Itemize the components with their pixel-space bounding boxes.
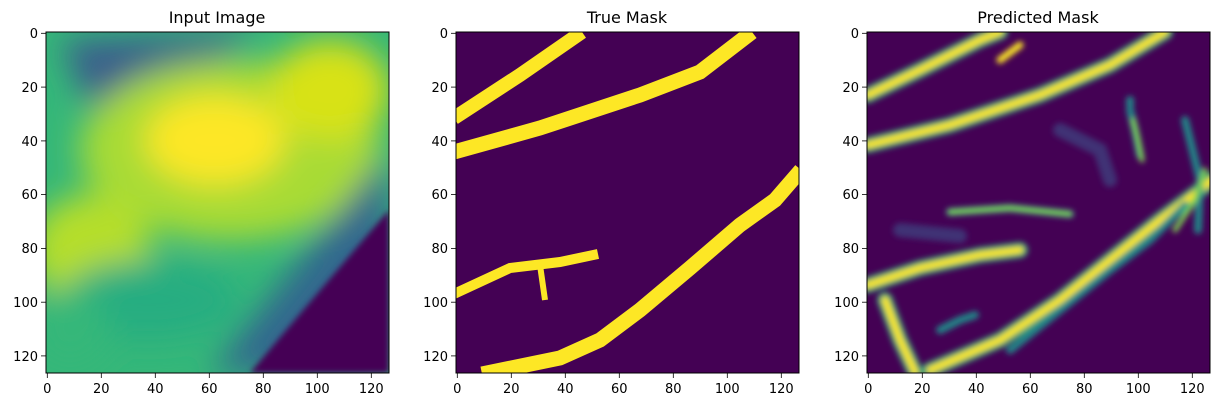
x-ticks	[867, 373, 1193, 378]
y-ticks	[862, 32, 867, 357]
y-tick-label: 20	[431, 81, 448, 96]
x-ticks	[46, 373, 372, 378]
x-tick-label: 100	[305, 382, 330, 397]
y-tick-label: 0	[440, 27, 448, 42]
y-tick-label: 40	[842, 135, 859, 150]
x-tick-label: 80	[1076, 382, 1093, 397]
heatmap-predicted-mask	[867, 32, 1210, 373]
y-ticks	[41, 32, 46, 357]
y-tick-label: 60	[21, 188, 38, 203]
x-tick-label: 60	[611, 382, 628, 397]
x-tick-label: 0	[453, 382, 461, 397]
heatmap-input-image	[46, 32, 389, 373]
y-tick-label: 80	[21, 242, 38, 257]
axes-frame	[866, 31, 1211, 374]
y-tick-label: 60	[431, 188, 448, 203]
y-tick-label: 120	[13, 350, 38, 365]
y-tick-label: 60	[842, 188, 859, 203]
y-tick-label: 40	[431, 135, 448, 150]
x-ticks	[456, 373, 782, 378]
y-tick-label: 0	[30, 27, 38, 42]
y-tick-label: 100	[423, 296, 448, 311]
axes-frame	[455, 31, 800, 374]
y-tick-label: 40	[21, 135, 38, 150]
x-tick-label: 60	[1022, 382, 1039, 397]
x-tick-label: 80	[255, 382, 272, 397]
x-tick-label: 20	[914, 382, 931, 397]
x-tick-label: 40	[557, 382, 574, 397]
y-tick-label: 20	[842, 81, 859, 96]
panel-predicted-mask: Predicted Mask	[834, 8, 1211, 397]
y-tick-label: 100	[834, 296, 859, 311]
y-tick-label: 120	[423, 350, 448, 365]
x-tick-label: 120	[359, 382, 384, 397]
x-tick-label: 40	[968, 382, 985, 397]
y-tick-label: 80	[431, 242, 448, 257]
x-tick-label: 0	[43, 382, 51, 397]
y-ticks	[451, 32, 456, 357]
x-tick-label: 20	[93, 382, 110, 397]
y-tick-label: 120	[834, 350, 859, 365]
x-tick-label: 120	[1180, 382, 1205, 397]
y-tick-label: 20	[21, 81, 38, 96]
x-tick-label: 20	[503, 382, 520, 397]
panel-input-image: Input Image 0 20 40 60	[13, 8, 390, 397]
x-tick-label: 0	[864, 382, 872, 397]
y-tick-label: 80	[842, 242, 859, 257]
x-tick-label: 100	[715, 382, 740, 397]
panel-title-true-mask: True Mask	[586, 8, 668, 27]
x-tick-label: 40	[147, 382, 164, 397]
y-tick-label: 100	[13, 296, 38, 311]
panel-title-predicted-mask: Predicted Mask	[977, 8, 1099, 27]
x-tick-label: 120	[769, 382, 794, 397]
x-tick-label: 80	[665, 382, 682, 397]
x-tick-label: 100	[1126, 382, 1151, 397]
x-tick-label: 60	[201, 382, 218, 397]
panel-true-mask: True Mask 0 20 40 60 80 100 120	[423, 8, 800, 397]
panel-title-input-image: Input Image	[169, 8, 266, 27]
axes-frame	[45, 31, 390, 374]
heatmap-true-mask	[456, 32, 799, 373]
y-tick-label: 0	[851, 27, 859, 42]
